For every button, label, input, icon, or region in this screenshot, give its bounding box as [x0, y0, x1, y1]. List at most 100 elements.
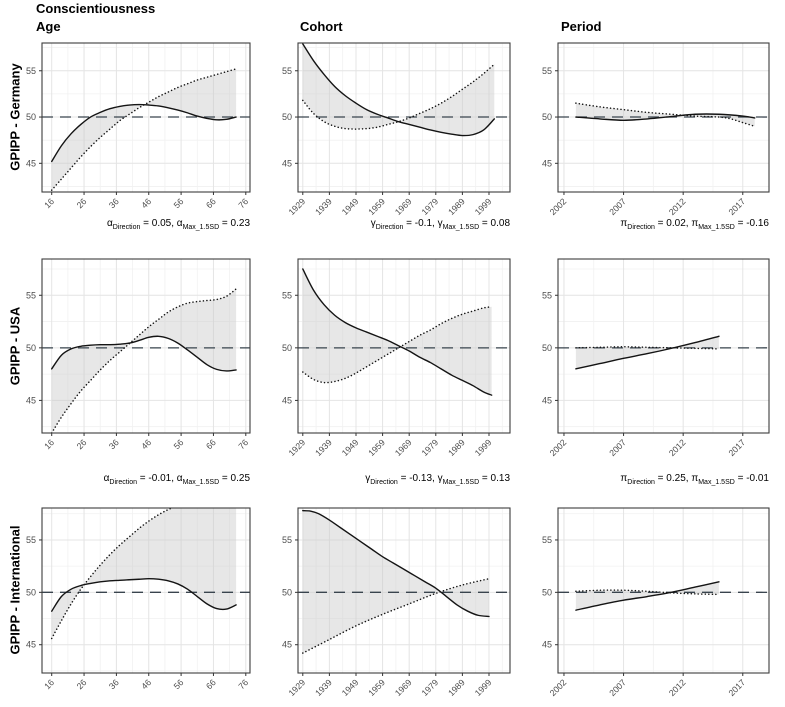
x-tick-label: 1979: [419, 677, 440, 698]
y-tick-label: 45: [282, 640, 292, 650]
x-tick-label: 36: [107, 196, 121, 210]
y-tick-label: 45: [26, 640, 36, 650]
x-tick-label: 2002: [548, 677, 569, 698]
panel-border: [557, 258, 770, 434]
figure-title: Conscientiousness: [36, 1, 156, 16]
y-tick-label: 50: [26, 112, 36, 122]
y-tick-label: 45: [282, 395, 292, 405]
y-tick-label: 55: [26, 66, 36, 76]
x-tick-label: 1959: [366, 196, 387, 217]
x-tick-label: 46: [139, 196, 153, 210]
x-tick-label: 76: [236, 677, 250, 691]
caption-usa-period: πDirection = 0.25, πMax_1.5SD = -0.01: [620, 473, 769, 486]
y-tick-label: 50: [542, 587, 552, 597]
x-tick-label: 16: [42, 196, 56, 210]
x-tick-label: 1959: [366, 677, 387, 698]
y-tick-label: 55: [26, 290, 36, 300]
x-tick-label: 2002: [548, 196, 569, 217]
x-tick-label: 76: [236, 437, 250, 451]
ribbon: [302, 510, 489, 654]
x-tick-label: 1999: [473, 677, 494, 698]
x-tick-label: 1979: [419, 196, 440, 217]
ribbon: [302, 269, 492, 396]
x-tick-label: 2007: [607, 196, 628, 217]
y-tick-label: 45: [542, 158, 552, 168]
panel-germany-period: 2002 2007 2012 2017 45 50 55: [542, 42, 770, 217]
x-tick-label: 2012: [667, 437, 688, 458]
solid-line: [302, 268, 493, 396]
solid-line: [51, 335, 237, 372]
ribbon: [51, 68, 237, 191]
x-tick-label: 36: [107, 437, 121, 451]
solid-line: [575, 335, 720, 370]
y-tick-label: 45: [542, 640, 552, 650]
panel-international-period: 2002 2007 2012 2017 45 50 55: [542, 507, 770, 698]
y-tick-label: 50: [542, 343, 552, 353]
x-tick-label: 26: [75, 196, 89, 210]
panel-background: [298, 508, 510, 673]
dotted-line: [50, 508, 174, 640]
x-tick-label: 1929: [286, 677, 307, 698]
y-tick-label: 55: [282, 290, 292, 300]
x-tick-label: 2017: [726, 196, 747, 217]
x-tick-label: 1989: [446, 196, 467, 217]
caption-usa-cohort: γDirection = -0.13, γMax_1.5SD = 0.13: [365, 473, 510, 486]
y-tick-label: 50: [282, 112, 292, 122]
column-header-cohort: Cohort: [300, 19, 343, 34]
x-tick-label: 1999: [473, 196, 494, 217]
x-tick-label: 1949: [340, 196, 361, 217]
panel-border: [41, 507, 251, 674]
x-tick-label: 1939: [313, 677, 334, 698]
y-tick-label: 45: [542, 395, 552, 405]
solid-line: [51, 578, 237, 612]
column-header-period: Period: [561, 19, 602, 34]
y-tick-label: 50: [26, 587, 36, 597]
solid-line: [575, 113, 756, 121]
x-tick-label: 2007: [607, 677, 628, 698]
x-tick-label: 46: [139, 437, 153, 451]
y-tick-label: 45: [26, 395, 36, 405]
x-tick-label: 1969: [393, 677, 414, 698]
x-tick-label: 2007: [607, 437, 628, 458]
x-tick-label: 1929: [286, 437, 307, 458]
dotted-line: [50, 288, 237, 433]
y-tick-label: 45: [282, 158, 292, 168]
x-tick-label: 1999: [473, 437, 494, 458]
y-tick-label: 50: [542, 112, 552, 122]
y-tick-label: 55: [282, 66, 292, 76]
x-tick-label: 2012: [667, 677, 688, 698]
x-tick-label: 1989: [446, 677, 467, 698]
y-tick-label: 55: [282, 535, 292, 545]
x-tick-label: 1949: [340, 437, 361, 458]
x-tick-label: 1959: [366, 437, 387, 458]
panel-usa-age: 16 26 36 46 56 66 76 45 50 55: [26, 258, 251, 451]
x-tick-label: 2017: [726, 437, 747, 458]
x-tick-label: 16: [42, 437, 56, 451]
caption-usa-age: αDirection = -0.01, αMax_1.5SD = 0.25: [103, 473, 250, 486]
x-tick-label: 1939: [313, 437, 334, 458]
caption-germany-cohort: γDirection = -0.1, γMax_1.5SD = 0.08: [370, 218, 510, 231]
x-tick-label: 56: [172, 437, 186, 451]
panel-background: [298, 259, 510, 433]
solid-line: [51, 103, 237, 163]
x-tick-label: 2017: [726, 677, 747, 698]
panel-border: [557, 507, 770, 674]
x-tick-label: 76: [236, 196, 250, 210]
dotted-line: [302, 306, 493, 384]
solid-line: [302, 509, 490, 618]
x-tick-label: 66: [204, 437, 218, 451]
panel-international-age: 16 26 36 46 56 66 76 45 50 55: [26, 507, 251, 691]
solid-line: [302, 43, 496, 137]
caption-germany-period: πDirection = 0.02, πMax_1.5SD = -0.16: [620, 218, 769, 231]
x-tick-label: 56: [172, 677, 186, 691]
x-tick-label: 1949: [340, 677, 361, 698]
x-tick-label: 1989: [446, 437, 467, 458]
x-tick-label: 1969: [393, 437, 414, 458]
panel-background: [42, 508, 250, 673]
dotted-line: [575, 589, 720, 596]
y-tick-label: 55: [26, 535, 36, 545]
panel-border: [41, 258, 251, 434]
x-tick-label: 46: [139, 677, 153, 691]
